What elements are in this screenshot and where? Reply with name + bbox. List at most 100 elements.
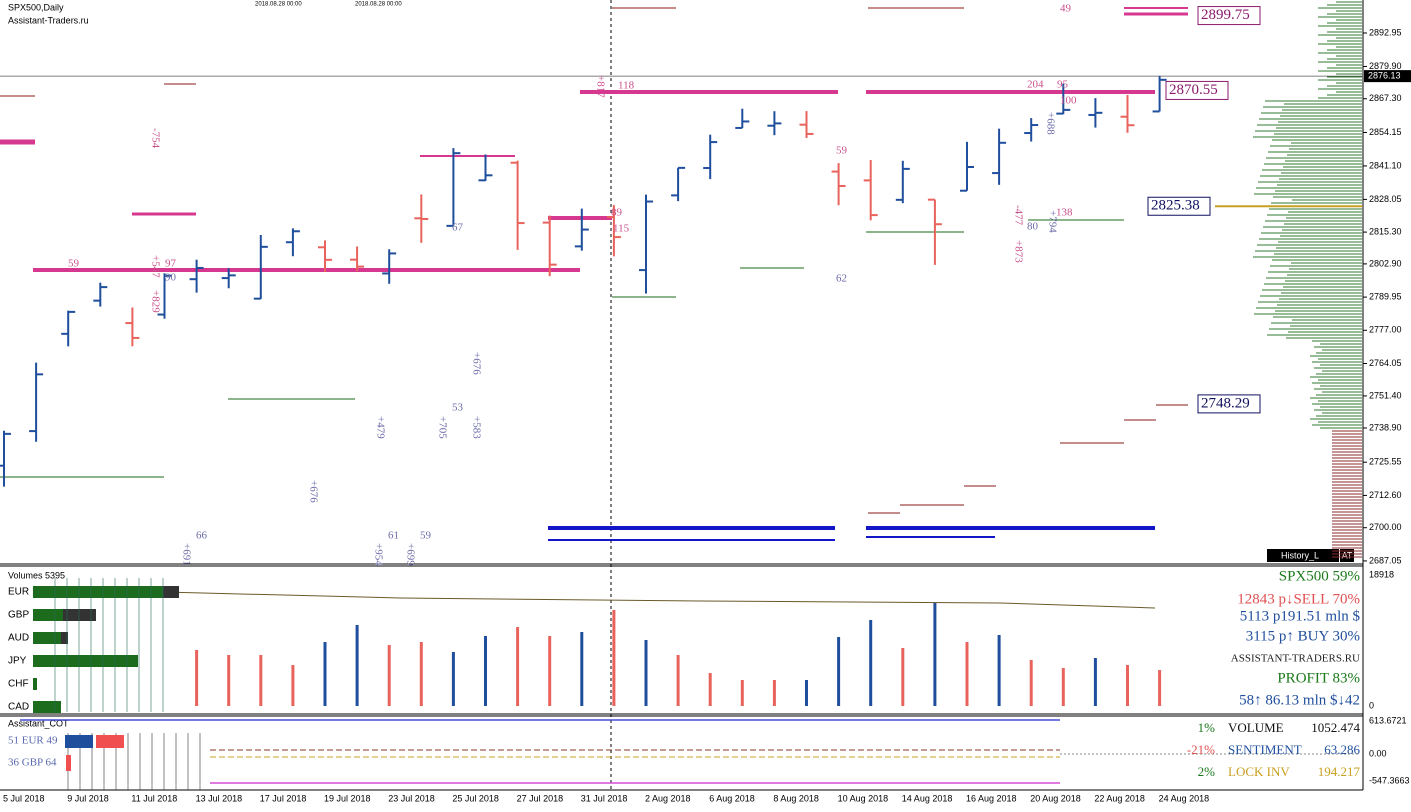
marker-date: 2018.08.28 00:00 (355, 2, 402, 8)
annotation: 204 (1027, 79, 1044, 91)
cot-value: 194.217 (1318, 764, 1361, 779)
annotation: 118 (618, 80, 635, 92)
at-button[interactable] (1340, 549, 1354, 562)
annotation: 80 (1027, 221, 1039, 233)
annotation: +691 (180, 543, 192, 566)
level-label-box (1147, 196, 1211, 216)
x-tick-label: 27 Jul 2018 (517, 793, 564, 803)
annotation: +817 (594, 75, 606, 98)
level-label: 2748.29 (1201, 395, 1250, 411)
site-label: Assistant-Traders.ru (8, 15, 89, 25)
currency-label: EUR (8, 587, 29, 598)
currency-bar (33, 586, 163, 598)
stat-line: SPX500 59% (1279, 568, 1360, 584)
y-tick-label: 2815.30 (1369, 226, 1402, 236)
currency-bar (33, 609, 63, 621)
y-tick-label: 2764.05 (1369, 358, 1402, 368)
x-tick-label: 2 Aug 2018 (645, 793, 691, 803)
cot-label: LOCK INV (1228, 764, 1290, 779)
currency-label: GBP (8, 610, 29, 621)
currency-bar (33, 655, 138, 667)
y-tick-label: 2725.55 (1369, 457, 1402, 467)
cot-title: Assistant_COT (8, 718, 69, 728)
current-price-label: 2876.13 (1368, 70, 1401, 80)
x-tick-label: 24 Aug 2018 (1159, 793, 1210, 803)
annotation: +794 (1046, 210, 1058, 233)
cot-label: SENTIMENT (1228, 742, 1302, 757)
annotation: 59 (68, 258, 80, 270)
x-tick-label: 31 Jul 2018 (581, 793, 628, 803)
currency-label: JPY (8, 656, 27, 667)
level-label: 2899.75 (1201, 7, 1250, 23)
cot-pct: -21% (1187, 742, 1215, 757)
y-tick-label: 2687.05 (1369, 555, 1402, 565)
stat-line: PROFIT 83% (1277, 670, 1360, 686)
y-tick-label: 2854.15 (1369, 127, 1402, 137)
y-tick-label: 2879.90 (1369, 61, 1402, 71)
cot-tick-label: -547.3663 (1369, 775, 1410, 785)
history-button[interactable] (1267, 549, 1339, 562)
current-price-box (1364, 70, 1411, 83)
level-label-box (1165, 80, 1229, 100)
x-tick-label: 22 Aug 2018 (1094, 793, 1145, 803)
annotation: 66 (196, 530, 208, 542)
stat-line: 58↑ 86.13 mln $↓42 (1239, 692, 1360, 708)
annotation: 62 (836, 273, 847, 285)
x-tick-label: 14 Aug 2018 (902, 793, 953, 803)
x-tick-label: 5 Jul 2018 (3, 793, 45, 803)
y-tick-label: 2828.05 (1369, 194, 1402, 204)
x-tick-label: 19 Jul 2018 (324, 793, 371, 803)
cot-label: VOLUME (1228, 720, 1284, 735)
annotation: 49 (1060, 3, 1072, 15)
currency-bar-dark (61, 632, 68, 644)
x-tick-label: 17 Jul 2018 (260, 793, 307, 803)
annotation: 97 (165, 258, 177, 270)
annotation: +688 (1044, 112, 1056, 135)
annotation: 95 (1057, 79, 1069, 91)
annotation: 90 (165, 272, 177, 284)
annotation: +479 (374, 416, 386, 439)
annotation: 59 (420, 530, 432, 542)
y-tick-label: 2738.90 (1369, 422, 1402, 432)
currency-label: CHF (8, 679, 29, 690)
y-tick-label: 2892.95 (1369, 27, 1402, 37)
cot-value: 1052.474 (1311, 720, 1360, 735)
history-button-label[interactable]: History_L (1281, 550, 1319, 560)
annotation: +873 (1012, 240, 1024, 263)
cot-bar (96, 735, 124, 748)
currency-bar-dark (163, 586, 179, 598)
at-button-label[interactable]: AT (1342, 550, 1353, 560)
x-tick-label: 16 Aug 2018 (966, 793, 1017, 803)
cot-pct: 2% (1198, 764, 1216, 779)
cot-pct: 1% (1198, 720, 1216, 735)
cot-value: 63.286 (1324, 742, 1360, 757)
annotation: +705 (436, 416, 448, 439)
annotation: +699 (404, 543, 416, 566)
cot-bar (66, 755, 71, 771)
level-label-box (1197, 6, 1261, 26)
annotation: 89 (611, 207, 623, 219)
level-label-box (1197, 394, 1261, 414)
annotation: 100 (1060, 95, 1077, 107)
y-tick-label: 2841.10 (1369, 160, 1402, 170)
volume-title: Volumes 5395 (8, 570, 65, 580)
y-tick-label: 2751.40 (1369, 390, 1402, 400)
stat-line: 12843 p↓SELL 70% (1237, 591, 1360, 607)
annotation: +829 (149, 290, 161, 313)
currency-bar-dark (63, 609, 96, 621)
x-tick-label: 13 Jul 2018 (196, 793, 243, 803)
annotation: +954 (372, 543, 384, 566)
volume-tick-label: 0 (1369, 700, 1374, 710)
stat-line: ASSISTANT-TRADERS.RU (1231, 653, 1360, 665)
x-tick-label: 20 Aug 2018 (1030, 793, 1081, 803)
cot-pair: 36 GBP 64 (8, 757, 57, 769)
x-tick-label: 8 Aug 2018 (773, 793, 819, 803)
annotation: 138 (1056, 207, 1073, 219)
level-label: 2825.38 (1151, 198, 1200, 214)
annotation: +547 (149, 255, 161, 278)
level-label: 2870.55 (1169, 82, 1218, 98)
x-tick-label: 10 Aug 2018 (838, 793, 889, 803)
cot-pair: 51 EUR 49 (8, 735, 58, 747)
